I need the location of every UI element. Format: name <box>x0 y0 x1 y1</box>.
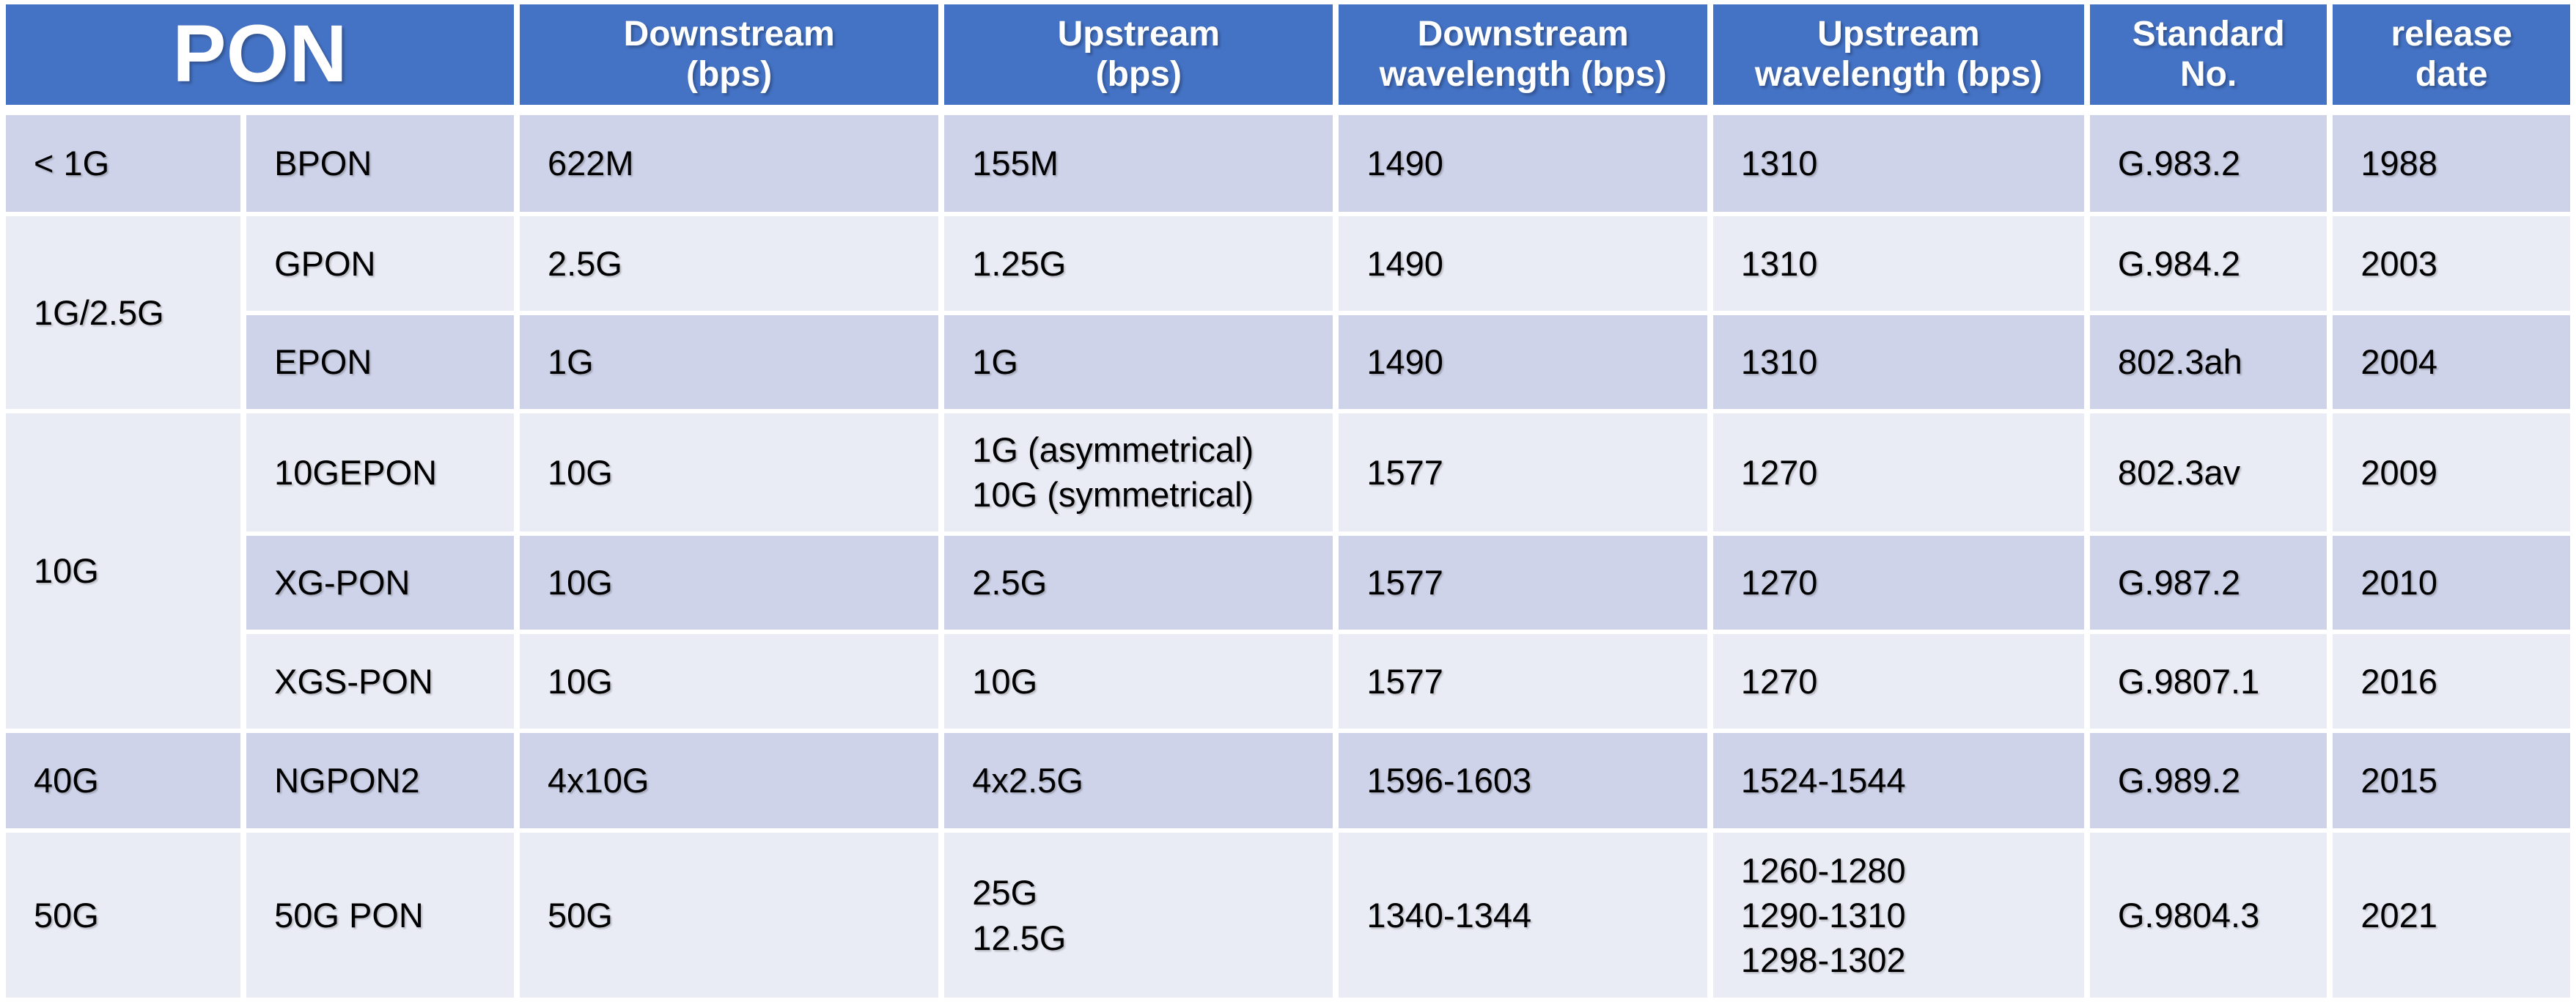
header-pon: PON <box>6 4 514 111</box>
category-cell-1g-2-5g: 1G/2.5G <box>6 216 241 410</box>
cell-ngpon2-upstream: 4x2.5G <box>944 732 1333 829</box>
cell-epon-upstream: 1G <box>944 314 1333 410</box>
cell-ngpon2-upstream-wavelength: 1524-1544 <box>1712 732 2084 829</box>
cell-10gepon-upstream: 1G (asymmetrical) 10G (symmetrical) <box>944 413 1333 531</box>
cell-50g-pon-name: 50G PON <box>246 833 514 998</box>
cell-50g-pon-upstream-wavelength: 1260-1280 1290-1310 1298-1302 <box>1712 833 2084 998</box>
cell-ngpon2-downstream: 4x10G <box>519 732 939 829</box>
table-row-gpon: 1G/2.5G GPON 2.5G 1.25G 1490 1310 G.984.… <box>6 216 2570 410</box>
cell-xgs-pon-upstream: 10G <box>944 634 1333 729</box>
table-row-epon: EPON 1G 1G 1490 1310 802.3ah 2004 <box>6 314 2570 410</box>
cell-bpon-upstream: 155M <box>944 114 1333 213</box>
cell-epon-name: EPON <box>246 314 514 410</box>
cell-10gepon-release-date: 2009 <box>2333 413 2570 531</box>
cell-ngpon2-downstream-wavelength: 1596-1603 <box>1339 732 1707 829</box>
cell-gpon-standard-no: G.984.2 <box>2089 216 2327 311</box>
category-cell-10g: 10G <box>6 413 241 729</box>
cell-xgs-pon-release-date: 2016 <box>2333 634 2570 729</box>
cell-gpon-name: GPON <box>246 216 514 311</box>
cell-ngpon2-standard-no: G.989.2 <box>2089 732 2327 829</box>
cell-xg-pon-name: XG-PON <box>246 535 514 630</box>
cell-epon-standard-no: 802.3ah <box>2089 314 2327 410</box>
cell-10gepon-standard-no: 802.3av <box>2089 413 2327 531</box>
cell-bpon-release-date: 1988 <box>2333 114 2570 213</box>
cell-xg-pon-downstream-wavelength: 1577 <box>1339 535 1707 630</box>
cell-50g-pon-standard-no: G.9804.3 <box>2089 833 2327 998</box>
cell-xgs-pon-downstream-wavelength: 1577 <box>1339 634 1707 729</box>
header-release-date: release date <box>2333 4 2570 111</box>
cell-10gepon-upstream-wavelength: 1270 <box>1712 413 2084 531</box>
header-upstream-bps: Upstream (bps) <box>944 4 1333 111</box>
category-cell-lt-1g: < 1G <box>6 114 241 213</box>
table-row-xgs-pon: XGS-PON 10G 10G 1577 1270 G.9807.1 2016 <box>6 634 2570 729</box>
table-row-50g-pon: 50G 50G PON 50G 25G 12.5G 1340-1344 1260… <box>6 833 2570 998</box>
cell-xgs-pon-downstream: 10G <box>519 634 939 729</box>
header-standard-no: Standard No. <box>2089 4 2327 111</box>
cell-gpon-upstream: 1.25G <box>944 216 1333 311</box>
cell-xg-pon-release-date: 2010 <box>2333 535 2570 630</box>
cell-xg-pon-downstream: 10G <box>519 535 939 630</box>
header-downstream-wavelength: Downstream wavelength (bps) <box>1339 4 1707 111</box>
header-upstream-wavelength: Upstream wavelength (bps) <box>1712 4 2084 111</box>
cell-xgs-pon-standard-no: G.9807.1 <box>2089 634 2327 729</box>
cell-bpon-downstream: 622M <box>519 114 939 213</box>
header-row: PON Downstream (bps) Upstream (bps) Down… <box>6 4 2570 111</box>
cell-50g-pon-downstream: 50G <box>519 833 939 998</box>
cell-10gepon-name: 10GEPON <box>246 413 514 531</box>
cell-epon-downstream-wavelength: 1490 <box>1339 314 1707 410</box>
table-row-ngpon2: 40G NGPON2 4x10G 4x2.5G 1596-1603 1524-1… <box>6 732 2570 829</box>
cell-bpon-upstream-wavelength: 1310 <box>1712 114 2084 213</box>
cell-epon-downstream: 1G <box>519 314 939 410</box>
cell-bpon-standard-no: G.983.2 <box>2089 114 2327 213</box>
cell-10gepon-downstream-wavelength: 1577 <box>1339 413 1707 531</box>
cell-gpon-downstream-wavelength: 1490 <box>1339 216 1707 311</box>
table-row-bpon: < 1G BPON 622M 155M 1490 1310 G.983.2 19… <box>6 114 2570 213</box>
cell-xgs-pon-upstream-wavelength: 1270 <box>1712 634 2084 729</box>
table-row-10gepon: 10G 10GEPON 10G 1G (asymmetrical) 10G (s… <box>6 413 2570 729</box>
header-downstream-bps: Downstream (bps) <box>519 4 939 111</box>
cell-50g-pon-release-date: 2021 <box>2333 833 2570 998</box>
cell-gpon-downstream: 2.5G <box>519 216 939 311</box>
cell-50g-pon-upstream: 25G 12.5G <box>944 833 1333 998</box>
cell-ngpon2-name: NGPON2 <box>246 732 514 829</box>
cell-xg-pon-upstream: 2.5G <box>944 535 1333 630</box>
table-row-xg-pon: XG-PON 10G 2.5G 1577 1270 G.987.2 2010 <box>6 535 2570 630</box>
cell-xg-pon-upstream-wavelength: 1270 <box>1712 535 2084 630</box>
cell-xgs-pon-name: XGS-PON <box>246 634 514 729</box>
cell-epon-upstream-wavelength: 1310 <box>1712 314 2084 410</box>
cell-gpon-upstream-wavelength: 1310 <box>1712 216 2084 311</box>
cell-xg-pon-standard-no: G.987.2 <box>2089 535 2327 630</box>
cell-gpon-release-date: 2003 <box>2333 216 2570 311</box>
cell-epon-release-date: 2004 <box>2333 314 2570 410</box>
cell-bpon-name: BPON <box>246 114 514 213</box>
cell-bpon-downstream-wavelength: 1490 <box>1339 114 1707 213</box>
category-cell-50g: 50G <box>6 833 241 998</box>
cell-ngpon2-release-date: 2015 <box>2333 732 2570 829</box>
cell-10gepon-downstream: 10G <box>519 413 939 531</box>
cell-50g-pon-downstream-wavelength: 1340-1344 <box>1339 833 1707 998</box>
category-cell-40g: 40G <box>6 732 241 829</box>
